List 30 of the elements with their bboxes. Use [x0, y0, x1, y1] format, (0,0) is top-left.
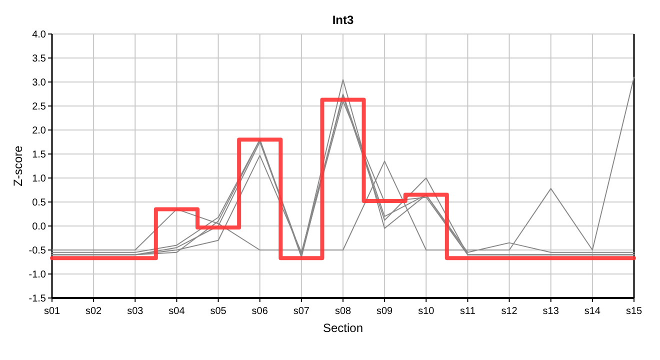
- x-tick-label: s15: [626, 306, 642, 317]
- y-tick-label: 2.5: [32, 102, 46, 112]
- y-tick-label: 3.0: [32, 78, 46, 88]
- x-tick-label: s01: [44, 306, 60, 317]
- y-tick-label: 3.5: [32, 54, 46, 64]
- x-tick-label: s14: [584, 306, 601, 317]
- y-axis-title: Z-score: [11, 145, 25, 186]
- y-tick-label: 4.0: [32, 30, 46, 40]
- x-tick-label: s06: [252, 306, 268, 317]
- y-tick-label: 2.0: [32, 126, 46, 136]
- x-tick-label: s07: [293, 306, 310, 317]
- y-tick-label: -1.0: [28, 270, 46, 280]
- x-tick-label: s02: [86, 306, 102, 317]
- y-tick-label: 0.0: [32, 222, 46, 232]
- y-tick-label: 1.0: [32, 174, 46, 184]
- y-tick-label: 0.5: [32, 198, 46, 208]
- y-tick-label: -1.5: [28, 294, 46, 304]
- y-tick-label: 1.5: [32, 150, 46, 160]
- x-tick-label: s05: [210, 306, 227, 317]
- x-axis-title: Section: [322, 321, 364, 335]
- x-tick-label: s08: [334, 306, 352, 317]
- x-tick-label: s13: [542, 306, 560, 317]
- x-tick-label: s12: [501, 306, 518, 317]
- chart-title: Int3: [332, 13, 354, 27]
- x-tick-label: s10: [418, 306, 435, 317]
- x-tick-label: s03: [127, 306, 144, 317]
- x-tick-label: s11: [460, 306, 476, 317]
- y-tick-label: -0.5: [28, 246, 46, 256]
- x-tick-label: s09: [376, 306, 394, 317]
- x-tick-label: s04: [168, 306, 186, 317]
